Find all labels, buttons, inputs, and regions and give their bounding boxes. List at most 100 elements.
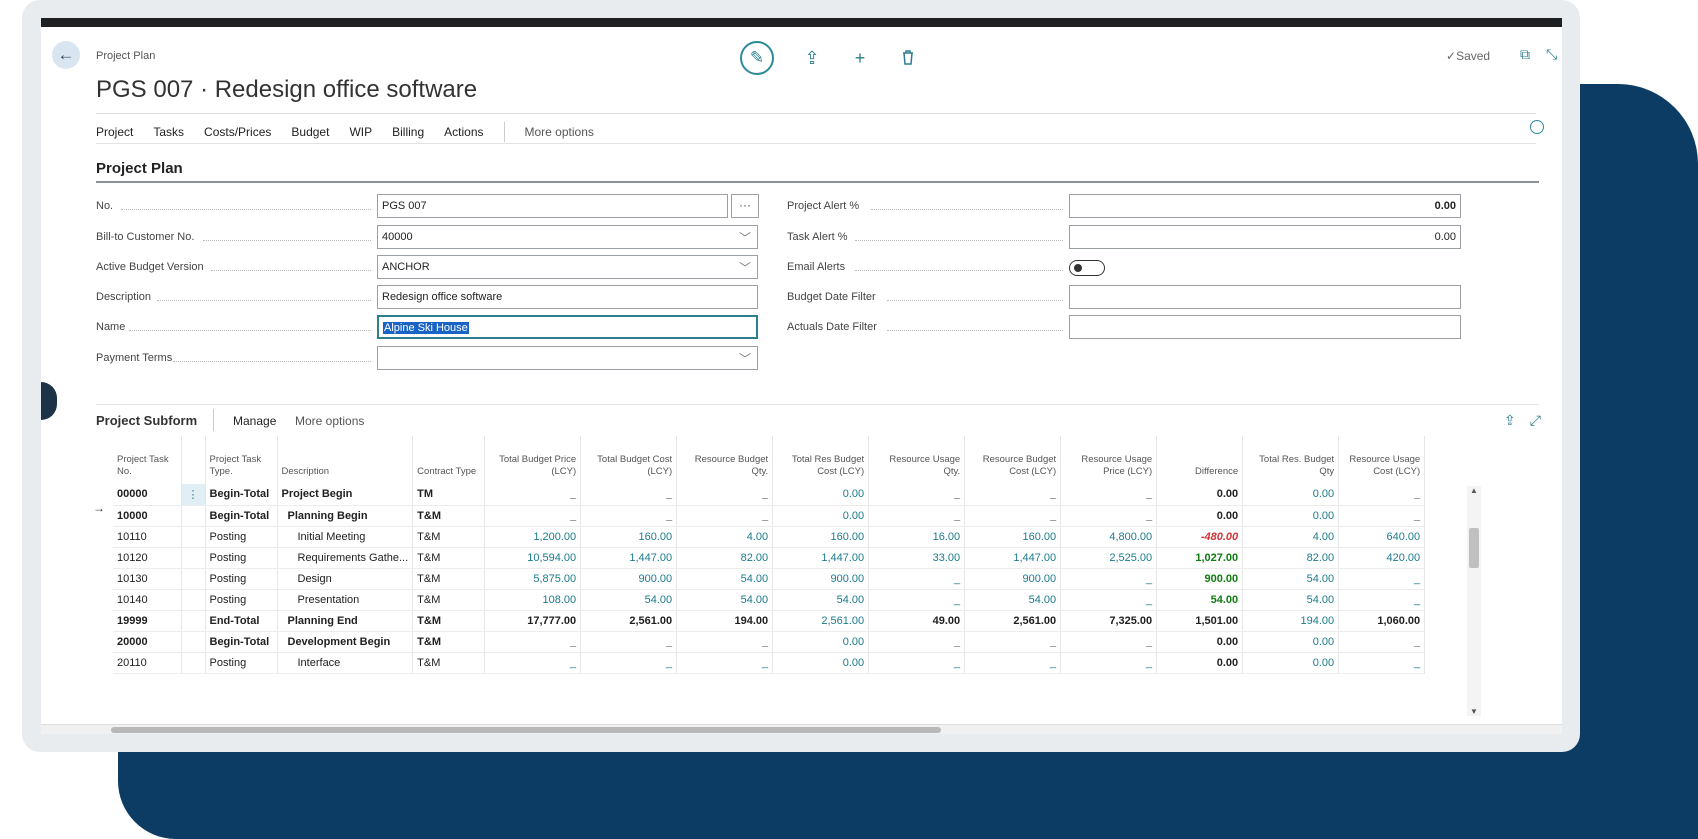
table-row[interactable]: 10110 Posting Initial Meeting T&M 1,200.00 16… [113, 526, 1426, 548]
cell-no[interactable]: 00000 [113, 484, 182, 506]
cell-tbp[interactable]: _ [484, 631, 582, 653]
cell-no[interactable]: 20000 [113, 631, 182, 653]
new-button[interactable]: + [850, 48, 870, 69]
cell-trbq[interactable]: 54.00 [1242, 568, 1340, 590]
cell-trbc[interactable]: 2,561.00 [772, 610, 870, 632]
horizontal-scrollbar[interactable] [41, 724, 1562, 734]
cell-tbc[interactable]: _ [580, 631, 678, 653]
payment-terms-select[interactable]: ﹀ [377, 346, 758, 370]
cell-type[interactable]: Begin-Total [205, 505, 278, 527]
table-row[interactable]: 10000 Begin-Total Planning Begin T&M _ _ _ 0.00… [113, 505, 1426, 527]
edit-button[interactable]: ✎ [740, 41, 774, 75]
cell-diff[interactable]: -480.00 [1156, 526, 1244, 548]
cell-rup[interactable]: 2,525.00 [1060, 547, 1158, 569]
no-field[interactable]: PGS 007 [377, 194, 728, 218]
share-icon[interactable]: ⇪ [1504, 412, 1516, 428]
cell-trbc[interactable]: 0.00 [772, 484, 870, 506]
cell-rbc[interactable]: 160.00 [964, 526, 1062, 548]
cell-trbc[interactable]: 160.00 [772, 526, 870, 548]
cell-rup[interactable]: _ [1060, 589, 1158, 611]
col-header[interactable]: Project Task Type. [205, 436, 278, 484]
cell-rup[interactable]: _ [1060, 568, 1158, 590]
cell-trbc[interactable]: 900.00 [772, 568, 870, 590]
col-header[interactable]: Resource Budget Qty. [676, 436, 774, 484]
row-menu-cell[interactable] [181, 526, 206, 548]
cell-ruq[interactable]: _ [868, 505, 966, 527]
row-menu-cell[interactable] [181, 631, 206, 653]
cell-tbc[interactable]: 1,447.00 [580, 547, 678, 569]
cell-desc[interactable]: Development Begin [277, 631, 414, 653]
cell-rbq[interactable]: 54.00 [676, 589, 774, 611]
table-row[interactable]: 10120 Posting Requirements Gathe... T&M 10,5… [113, 547, 1426, 569]
cell-rbq[interactable]: _ [676, 631, 774, 653]
cell-trbc[interactable]: 1,447.00 [772, 547, 870, 569]
cell-tbp[interactable]: 10,594.00 [484, 547, 582, 569]
cell-rbc[interactable]: 1,447.00 [964, 547, 1062, 569]
menu-costs-prices[interactable]: Costs/Prices [204, 125, 272, 139]
cell-desc[interactable]: Requirements Gathe... [277, 547, 414, 569]
cell-ruc[interactable]: _ [1338, 631, 1426, 653]
cell-desc[interactable]: Design [277, 568, 414, 590]
cell-type[interactable]: Posting [205, 547, 278, 569]
expand-icon[interactable]: ⤢ [1529, 412, 1541, 428]
cell-tbc[interactable]: _ [580, 484, 678, 506]
cell-rbq[interactable]: 194.00 [676, 610, 774, 632]
cell-contract[interactable]: T&M [412, 505, 486, 527]
cell-trbc[interactable]: 0.00 [772, 652, 870, 674]
row-menu-cell[interactable] [181, 505, 206, 527]
cell-rbq[interactable]: _ [676, 652, 774, 674]
cell-ruc[interactable]: _ [1338, 652, 1426, 674]
col-header[interactable]: Resource Usage Cost (LCY) [1338, 436, 1426, 484]
cell-no[interactable]: 10110 [113, 526, 182, 548]
delete-button[interactable] [898, 49, 918, 68]
cell-rbq[interactable]: 82.00 [676, 547, 774, 569]
cell-diff[interactable]: 0.00 [1156, 484, 1244, 506]
cell-tbc[interactable]: 160.00 [580, 526, 678, 548]
menu-more-options[interactable]: More options [524, 125, 594, 139]
cell-contract[interactable]: T&M [412, 589, 486, 611]
cell-trbq[interactable]: 4.00 [1242, 526, 1340, 548]
email-alerts-toggle[interactable] [1069, 260, 1105, 276]
cell-ruq[interactable]: 16.00 [868, 526, 966, 548]
cell-contract[interactable]: T&M [412, 652, 486, 674]
cell-ruc[interactable]: 640.00 [1338, 526, 1426, 548]
cell-desc[interactable]: Interface [277, 652, 414, 674]
budget-date-filter-field[interactable] [1069, 285, 1461, 309]
cell-no[interactable]: 10120 [113, 547, 182, 569]
cell-rup[interactable]: _ [1060, 484, 1158, 506]
info-icon[interactable] [1530, 120, 1544, 134]
open-new-window-icon[interactable]: ⧉ [1520, 46, 1530, 62]
cell-tbc[interactable]: 900.00 [580, 568, 678, 590]
cell-type[interactable]: Begin-Total [205, 484, 278, 506]
scroll-thumb[interactable] [111, 727, 941, 733]
cell-ruc[interactable]: _ [1338, 568, 1426, 590]
cell-rbc[interactable]: _ [964, 631, 1062, 653]
cell-rbc[interactable]: _ [964, 484, 1062, 506]
table-row[interactable]: 20110 Posting Interface T&M _ _ _ 0.00 _ _ _ 0.00 0.… [113, 652, 1426, 674]
cell-ruc[interactable]: 420.00 [1338, 547, 1426, 569]
cell-ruq[interactable]: 33.00 [868, 547, 966, 569]
cell-ruq[interactable]: _ [868, 652, 966, 674]
cell-rbq[interactable]: 4.00 [676, 526, 774, 548]
cell-ruq[interactable]: _ [868, 631, 966, 653]
cell-tbp[interactable]: _ [484, 505, 582, 527]
cell-type[interactable]: Posting [205, 526, 278, 548]
cell-tbc[interactable]: _ [580, 652, 678, 674]
task-alert-field[interactable]: 0.00 [1069, 225, 1461, 249]
cell-type[interactable]: Begin-Total [205, 631, 278, 653]
cell-trbq[interactable]: 0.00 [1242, 631, 1340, 653]
cell-rbq[interactable]: _ [676, 505, 774, 527]
cell-rbc[interactable]: 900.00 [964, 568, 1062, 590]
cell-tbp[interactable]: 5,875.00 [484, 568, 582, 590]
cell-contract[interactable]: TM [412, 484, 486, 506]
menu-actions[interactable]: Actions [444, 125, 484, 139]
cell-tbp[interactable]: 17,777.00 [484, 610, 582, 632]
cell-contract[interactable]: T&M [412, 526, 486, 548]
col-header[interactable]: Contract Type [412, 436, 486, 484]
cell-diff[interactable]: 1,501.00 [1156, 610, 1244, 632]
col-header[interactable]: Total Budget Cost (LCY) [580, 436, 678, 484]
col-header[interactable]: Resource Usage Price (LCY) [1060, 436, 1158, 484]
menu-billing[interactable]: Billing [392, 125, 425, 139]
cell-no[interactable]: 20110 [113, 652, 182, 674]
cell-trbq[interactable]: 0.00 [1242, 484, 1340, 506]
